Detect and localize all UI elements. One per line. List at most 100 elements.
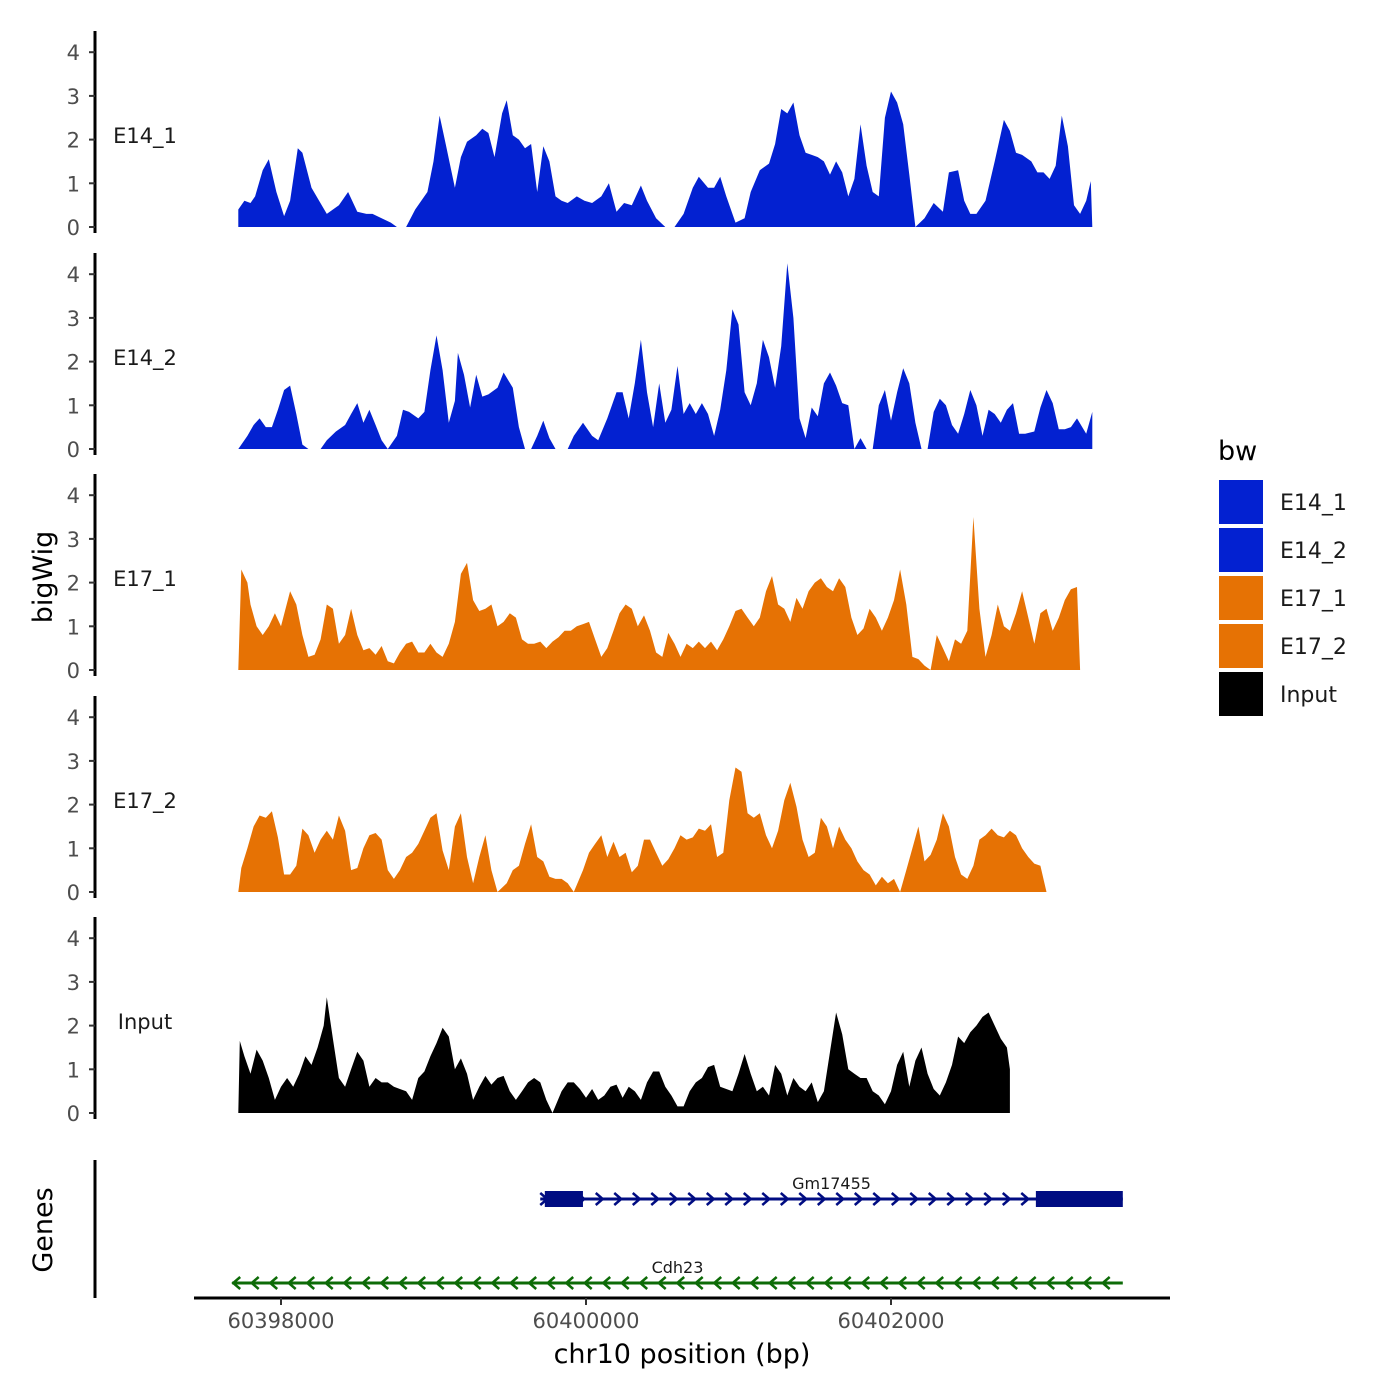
strand-arrow bbox=[934, 1276, 945, 1290]
gene-Gm17455: Gm17455 bbox=[539, 1174, 1123, 1207]
strand-arrow bbox=[323, 1276, 334, 1290]
strand-arrow bbox=[964, 1192, 975, 1206]
strand-arrow bbox=[1100, 1276, 1111, 1290]
legend: bw E14_1 E14_2 E17_1 E17_2 Input bbox=[1218, 436, 1347, 716]
y-axis-title: bigWig bbox=[28, 531, 59, 624]
strand-arrow bbox=[786, 1276, 797, 1290]
y-tick-label: 3 bbox=[67, 971, 80, 995]
area-E14_2 bbox=[238, 263, 1093, 449]
genes-track: Gm17455 Cdh23 bbox=[93, 1160, 1123, 1298]
x-axis: 60398000 60400000 60402000 bbox=[194, 1296, 1170, 1333]
strand-arrow bbox=[613, 1192, 624, 1206]
area-E17_1 bbox=[238, 517, 1081, 670]
strand-arrow bbox=[909, 1192, 920, 1206]
legend-label: E14_2 bbox=[1280, 539, 1347, 564]
strand-arrow bbox=[286, 1276, 297, 1290]
strand-arrow bbox=[1026, 1276, 1037, 1290]
strand-arrow bbox=[730, 1276, 741, 1290]
gene-label: Cdh23 bbox=[652, 1258, 704, 1277]
y-tick-label: 1 bbox=[67, 837, 80, 861]
area-Input bbox=[238, 997, 1010, 1113]
y-tick-label: 0 bbox=[67, 1102, 80, 1126]
y-tick-label: 4 bbox=[67, 41, 80, 65]
strand-arrow bbox=[650, 1192, 661, 1206]
y-tick-label: 1 bbox=[67, 615, 80, 639]
strand-arrow bbox=[582, 1276, 593, 1290]
y-tick-label: 4 bbox=[67, 706, 80, 730]
strand-arrow bbox=[835, 1192, 846, 1206]
track-E14_2: 0 1 2 3 4 E14_2 bbox=[67, 253, 1093, 462]
legend-label: E14_1 bbox=[1280, 491, 1347, 516]
track-E14_1: 0 1 2 3 4 E14_1 bbox=[67, 31, 1093, 240]
signal-tracks: 0 1 2 3 4 E14_1 0 1 2 3 4 E14_2 0 1 2 3 4 E17_1 0 1 2 3 4 E17_2… bbox=[67, 31, 1093, 1126]
strand-arrow bbox=[268, 1276, 279, 1290]
track-Input: 0 1 2 3 4 Input bbox=[67, 917, 1010, 1126]
legend-title: bw bbox=[1218, 436, 1257, 467]
x-axis-title: chr10 position (bp) bbox=[554, 1339, 811, 1370]
strand-arrow bbox=[989, 1276, 1000, 1290]
strand-arrow bbox=[342, 1276, 353, 1290]
track-E17_1: 0 1 2 3 4 E17_1 bbox=[67, 474, 1081, 683]
gene-label: Gm17455 bbox=[792, 1174, 871, 1193]
legend-swatch bbox=[1219, 672, 1263, 716]
strand-arrow bbox=[687, 1192, 698, 1206]
strand-arrow bbox=[890, 1192, 901, 1206]
strand-arrow bbox=[668, 1192, 679, 1206]
strand-arrow bbox=[508, 1276, 519, 1290]
strand-arrow bbox=[841, 1276, 852, 1290]
strand-arrow bbox=[490, 1276, 501, 1290]
legend-label: E17_1 bbox=[1280, 587, 1347, 612]
strand-arrow bbox=[601, 1276, 612, 1290]
strand-arrow bbox=[619, 1276, 630, 1290]
y-tick-label: 3 bbox=[67, 750, 80, 774]
y-tick-label: 2 bbox=[67, 351, 80, 375]
y-tick-label: 4 bbox=[67, 263, 80, 287]
track-label: E17_2 bbox=[113, 789, 177, 814]
strand-arrow bbox=[853, 1192, 864, 1206]
strand-arrow bbox=[712, 1276, 723, 1290]
strand-arrow bbox=[952, 1276, 963, 1290]
strand-arrow bbox=[638, 1276, 649, 1290]
area-E17_2 bbox=[238, 767, 1047, 892]
strand-arrow bbox=[878, 1276, 889, 1290]
strand-arrow bbox=[1008, 1276, 1019, 1290]
strand-arrow bbox=[804, 1276, 815, 1290]
legend-swatch bbox=[1219, 576, 1263, 620]
strand-arrow bbox=[860, 1276, 871, 1290]
y-tick-label: 0 bbox=[67, 881, 80, 905]
x-tick-label: 60400000 bbox=[533, 1309, 640, 1333]
strand-arrow bbox=[453, 1276, 464, 1290]
track-E17_2: 0 1 2 3 4 E17_2 bbox=[67, 696, 1047, 905]
y-tick-label: 3 bbox=[67, 528, 80, 552]
strand-arrow bbox=[761, 1192, 772, 1206]
strand-arrow bbox=[631, 1192, 642, 1206]
strand-arrow bbox=[872, 1192, 883, 1206]
y-tick-label: 2 bbox=[67, 129, 80, 153]
y-tick-label: 2 bbox=[67, 1015, 80, 1039]
strand-arrow bbox=[693, 1276, 704, 1290]
exon bbox=[1035, 1191, 1123, 1207]
strand-arrow bbox=[379, 1276, 390, 1290]
strand-arrow bbox=[1020, 1192, 1031, 1206]
exon bbox=[544, 1191, 583, 1207]
strand-arrow bbox=[779, 1192, 790, 1206]
legend-label: Input bbox=[1280, 683, 1337, 708]
strand-arrow bbox=[594, 1192, 605, 1206]
track-label: E17_1 bbox=[113, 567, 177, 592]
y-tick-label: 0 bbox=[67, 659, 80, 683]
strand-arrow bbox=[742, 1192, 753, 1206]
strand-arrow bbox=[656, 1276, 667, 1290]
strand-arrow bbox=[416, 1276, 427, 1290]
y-tick-label: 0 bbox=[67, 438, 80, 462]
strand-arrow bbox=[305, 1276, 316, 1290]
strand-arrow bbox=[545, 1276, 556, 1290]
strand-arrow bbox=[564, 1276, 575, 1290]
y-tick-label: 0 bbox=[67, 216, 80, 240]
strand-arrow bbox=[915, 1276, 926, 1290]
strand-arrow bbox=[675, 1276, 686, 1290]
y-tick-label: 1 bbox=[67, 394, 80, 418]
y-tick-label: 2 bbox=[67, 794, 80, 818]
strand-arrow bbox=[434, 1276, 445, 1290]
x-tick-label: 60398000 bbox=[228, 1309, 335, 1333]
